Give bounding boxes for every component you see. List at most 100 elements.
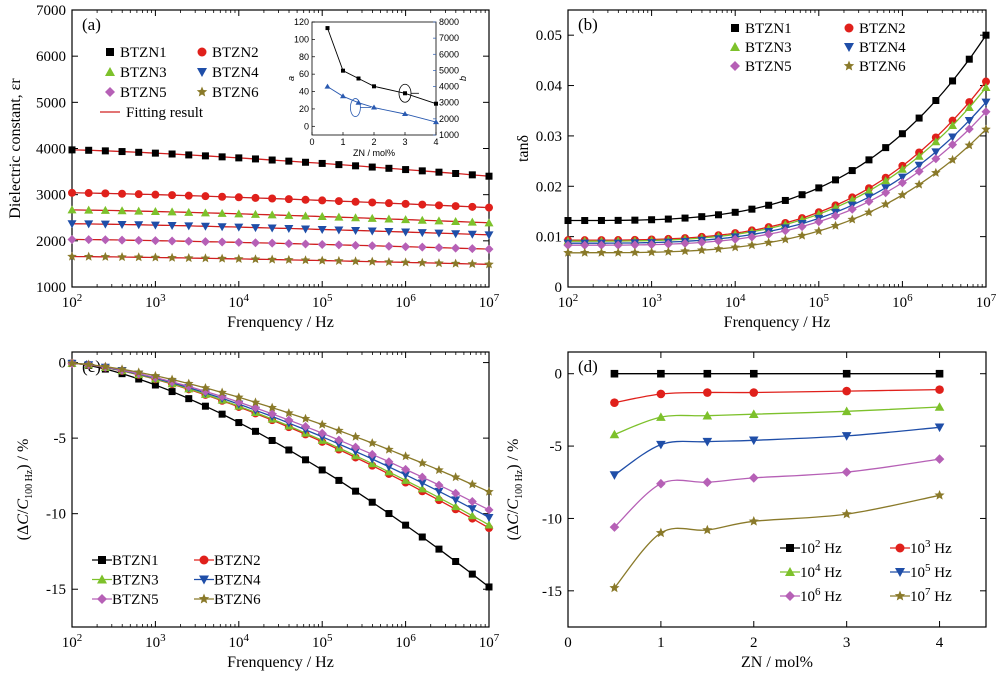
x-tick-label: 105 (809, 292, 830, 311)
panel-label: (d) (578, 357, 598, 376)
fit-line-BTZN3 (71, 209, 490, 224)
legend-label: BTZN5 (112, 592, 159, 608)
data-point-BTZN6 (702, 524, 713, 535)
legend-label: BTZN4 (212, 65, 259, 81)
data-point-BTZN1 (185, 151, 193, 159)
y-tick-label: 2000 (36, 234, 66, 250)
tick-exponent: 7 (494, 292, 500, 304)
data-point-BTZN2 (351, 197, 360, 206)
data-point-BTZN3 (484, 218, 494, 227)
data-point-BTZN1 (68, 146, 76, 154)
x-tick-label: 104 (725, 292, 746, 311)
tick-exponent: 5 (925, 562, 931, 574)
inset-y-right-tick-label: 5000 (439, 65, 459, 75)
data-point-BTZN1 (235, 154, 243, 162)
data-point-BTZN6 (200, 382, 211, 392)
legend-marker-triangle-up (785, 567, 795, 576)
data-point-BTZN5 (847, 204, 857, 214)
ylabel-part: / (15, 509, 32, 514)
data-point-BTZN3 (167, 207, 177, 216)
inset-point-b (433, 119, 439, 125)
legend-marker-circle (895, 543, 905, 553)
data-point-BTZN2 (842, 386, 851, 396)
data-point-BTZN6 (334, 425, 344, 435)
data-point-BTZN4 (702, 437, 713, 447)
ylabel-part: C (15, 499, 32, 510)
data-point-BTZN1 (842, 369, 851, 378)
tick-base: 10 (800, 589, 815, 605)
legend-marker-triangle-down (197, 68, 207, 77)
x-tick-label: 106 (892, 292, 913, 311)
y-tick-label: -10 (46, 507, 66, 523)
data-point-BTZN1 (935, 369, 944, 378)
x-tick-label: 1 (657, 635, 665, 651)
series-line-BTZN6 (71, 362, 490, 493)
data-point-BTZN6 (934, 489, 945, 500)
data-point-BTZN1 (581, 217, 589, 225)
data-point-BTZN4 (417, 479, 427, 488)
tick-exponent: 2 (77, 292, 83, 304)
data-point-BTZN1 (168, 150, 176, 158)
data-point-BTZN5 (563, 240, 573, 250)
data-point-BTZN6 (300, 413, 311, 423)
tick-base: 10 (145, 635, 160, 651)
legend-marker-triangle-up (730, 42, 740, 51)
inset-frame (311, 21, 437, 136)
data-point-BTZN6 (83, 251, 94, 261)
panel-a: 102 103 104 105 106 1071000200030004000500060… (7, 3, 500, 331)
tick-base: 10 (910, 541, 925, 557)
data-point-BTZN6 (367, 256, 377, 266)
data-point-BTZN5 (67, 234, 77, 244)
legend-marker-triangle-down (199, 575, 209, 585)
plot-frame (567, 351, 987, 628)
data-point-BTZN3 (317, 212, 327, 221)
data-point-BTZN2 (68, 188, 76, 197)
data-point-BTZN6 (167, 374, 177, 384)
data-point-BTZN5 (451, 243, 461, 253)
data-point-BTZN4 (401, 228, 411, 237)
data-point-BTZN6 (417, 458, 428, 468)
data-point-BTZN1 (681, 214, 689, 222)
data-point-BTZN2 (368, 198, 377, 207)
data-point-BTZN4 (84, 220, 94, 229)
x-tick-label: 102 (62, 632, 83, 651)
data-point-BTZN3 (217, 208, 227, 217)
data-point-BTZN5 (317, 428, 327, 438)
data-point-BTZN5 (764, 229, 774, 239)
y-tick-label: 0.01 (536, 230, 562, 246)
data-point-BTZN3 (334, 212, 344, 221)
inset-y-tick-label: 0 (304, 121, 309, 131)
data-point-BTZN5 (609, 522, 620, 532)
data-point-BTZN1 (418, 167, 426, 175)
tick-suffix: Hz (931, 565, 953, 581)
inset-point-a (372, 84, 376, 89)
data-point-BTZN2 (982, 77, 990, 86)
data-point-BTZN4 (217, 223, 227, 232)
data-point-BTZN1 (368, 163, 376, 171)
data-point-BTZN6 (217, 253, 227, 263)
data-point-BTZN5 (367, 241, 377, 251)
data-point-BTZN2 (610, 398, 619, 407)
tick-base: 10 (312, 295, 327, 311)
legend-label: BTZN3 (120, 65, 167, 81)
data-point-BTZN1 (703, 369, 712, 378)
data-point-BTZN6 (579, 247, 590, 257)
data-point-BTZN1 (302, 158, 310, 166)
data-point-BTZN4 (234, 223, 244, 232)
series-line-BTZN4 (614, 426, 940, 476)
data-point-BTZN4 (981, 98, 991, 107)
data-point-BTZN2 (965, 98, 974, 107)
tick-exponent: 2 (77, 632, 83, 644)
tick-exponent: 6 (410, 292, 416, 304)
legend-marker-diamond (730, 61, 740, 71)
data-point-BTZN3 (948, 120, 958, 129)
data-point-BTZN1 (285, 157, 293, 165)
data-point-BTZN3 (351, 213, 361, 222)
data-point-BTZN2 (434, 201, 443, 210)
legend-marker-square (786, 544, 794, 552)
data-point-BTZN6 (964, 140, 975, 150)
data-point-BTZN4 (609, 471, 620, 480)
y-tick-label: -5 (550, 439, 563, 455)
data-point-BTZN5 (841, 467, 852, 477)
